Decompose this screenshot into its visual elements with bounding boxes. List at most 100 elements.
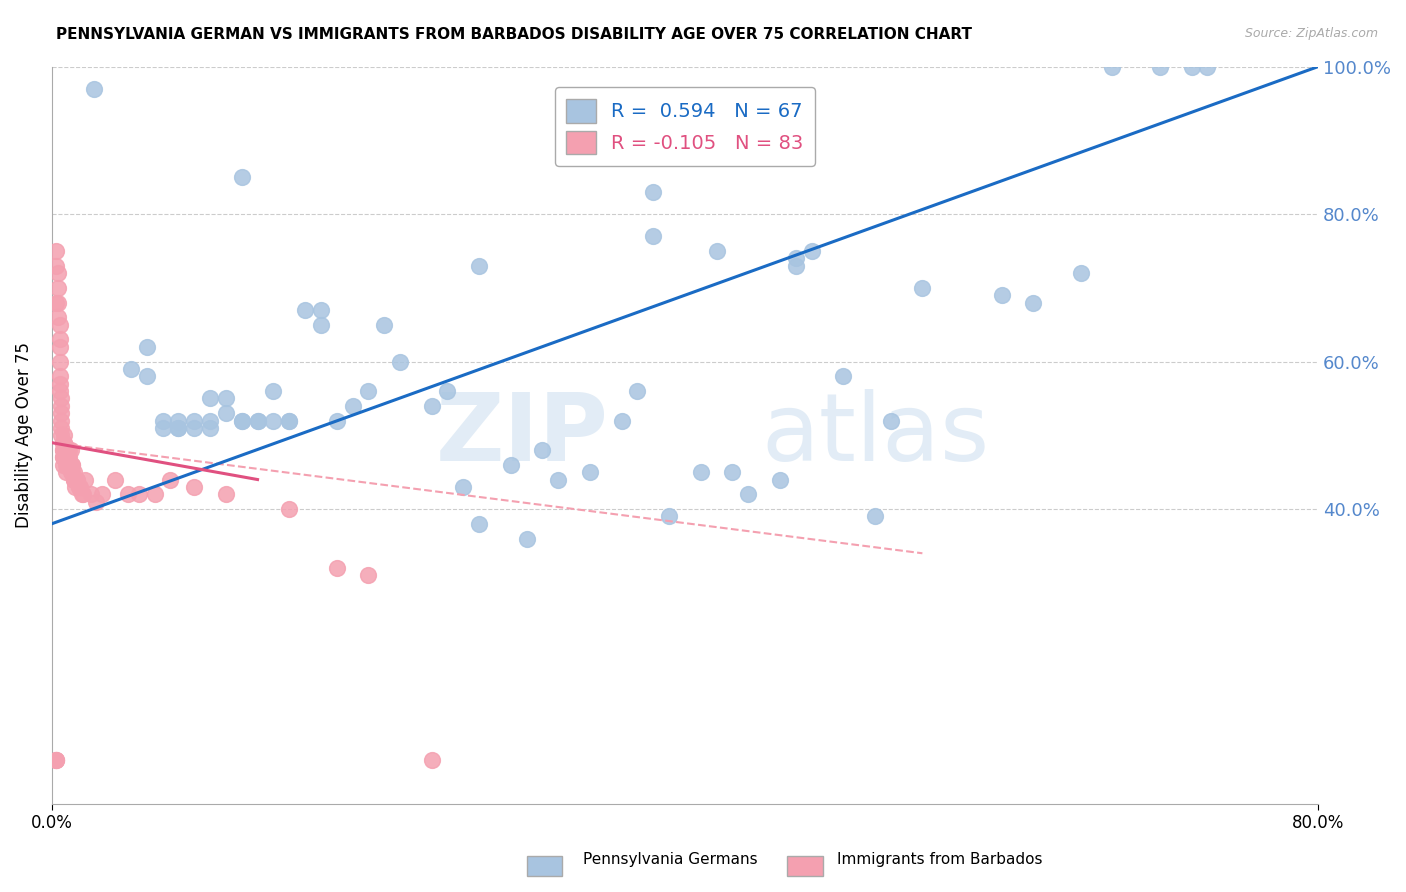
Point xyxy=(531,443,554,458)
Point xyxy=(128,487,150,501)
Point xyxy=(58,450,80,465)
Point xyxy=(911,281,934,295)
Point xyxy=(63,473,86,487)
Point xyxy=(63,473,86,487)
Point xyxy=(72,487,94,501)
Point xyxy=(45,295,67,310)
Point xyxy=(215,487,238,501)
Point xyxy=(785,259,807,273)
Point xyxy=(278,502,301,516)
Point xyxy=(46,295,69,310)
Point xyxy=(643,229,665,244)
Point xyxy=(215,406,238,420)
Point xyxy=(52,443,75,458)
Text: ZIP: ZIP xyxy=(436,389,609,482)
Point xyxy=(66,473,89,487)
Point xyxy=(84,494,107,508)
Legend: R =  0.594   N = 67, R = -0.105   N = 83: R = 0.594 N = 67, R = -0.105 N = 83 xyxy=(555,87,815,166)
Point xyxy=(67,480,90,494)
Point xyxy=(262,384,284,398)
Point xyxy=(45,244,67,258)
Point xyxy=(167,421,190,435)
Point xyxy=(48,376,70,391)
Point xyxy=(52,450,75,465)
Point xyxy=(579,465,602,479)
Point xyxy=(48,318,70,332)
Point xyxy=(990,288,1012,302)
Point xyxy=(91,487,114,501)
Point xyxy=(183,413,205,427)
Point xyxy=(294,302,316,317)
Point xyxy=(52,435,75,450)
Point xyxy=(53,435,76,450)
Point xyxy=(1101,60,1123,74)
Point xyxy=(53,435,76,450)
Point xyxy=(80,487,103,501)
Point xyxy=(183,421,205,435)
Point xyxy=(104,473,127,487)
Point xyxy=(468,259,491,273)
Point xyxy=(53,443,76,458)
Point xyxy=(60,458,83,472)
Point xyxy=(1022,295,1045,310)
Point xyxy=(785,252,807,266)
Point xyxy=(45,753,67,767)
Point xyxy=(51,421,73,435)
Point xyxy=(67,480,90,494)
Point xyxy=(45,259,67,273)
Point xyxy=(120,362,142,376)
Point xyxy=(198,413,221,427)
Point xyxy=(436,384,458,398)
Point xyxy=(69,480,91,494)
Point xyxy=(198,392,221,406)
Point xyxy=(246,413,269,427)
Point xyxy=(309,302,332,317)
Point xyxy=(55,443,77,458)
Point xyxy=(45,753,67,767)
Point xyxy=(183,480,205,494)
Point xyxy=(56,443,79,458)
Point xyxy=(45,753,67,767)
Point xyxy=(231,413,253,427)
Point xyxy=(55,450,77,465)
Point xyxy=(117,487,139,501)
Point xyxy=(51,399,73,413)
Point xyxy=(66,473,89,487)
Point xyxy=(737,487,759,501)
Point xyxy=(658,509,681,524)
Point xyxy=(231,170,253,185)
Point xyxy=(167,421,190,435)
Point xyxy=(52,458,75,472)
Point xyxy=(55,465,77,479)
Point xyxy=(83,81,105,95)
Point xyxy=(325,561,347,575)
Text: Immigrants from Barbados: Immigrants from Barbados xyxy=(837,852,1042,867)
Point xyxy=(65,480,87,494)
Point xyxy=(388,354,411,368)
Point xyxy=(167,413,190,427)
Y-axis label: Disability Age Over 75: Disability Age Over 75 xyxy=(15,343,32,528)
Point xyxy=(453,480,475,494)
Point xyxy=(1070,266,1092,280)
Point xyxy=(800,244,823,258)
Point xyxy=(1197,60,1219,74)
Point xyxy=(325,413,347,427)
Point xyxy=(60,458,83,472)
Point xyxy=(48,333,70,347)
Point xyxy=(65,473,87,487)
Point xyxy=(215,392,238,406)
Point xyxy=(56,458,79,472)
Point xyxy=(832,369,855,384)
Point xyxy=(262,413,284,427)
Text: PENNSYLVANIA GERMAN VS IMMIGRANTS FROM BARBADOS DISABILITY AGE OVER 75 CORRELATI: PENNSYLVANIA GERMAN VS IMMIGRANTS FROM B… xyxy=(56,27,972,42)
Point xyxy=(689,465,711,479)
Point xyxy=(58,458,80,472)
Point xyxy=(46,310,69,325)
Point xyxy=(278,413,301,427)
Point xyxy=(1149,60,1171,74)
Point xyxy=(51,392,73,406)
Point xyxy=(610,413,633,427)
Point xyxy=(420,753,443,767)
Point xyxy=(53,428,76,442)
Point xyxy=(46,266,69,280)
